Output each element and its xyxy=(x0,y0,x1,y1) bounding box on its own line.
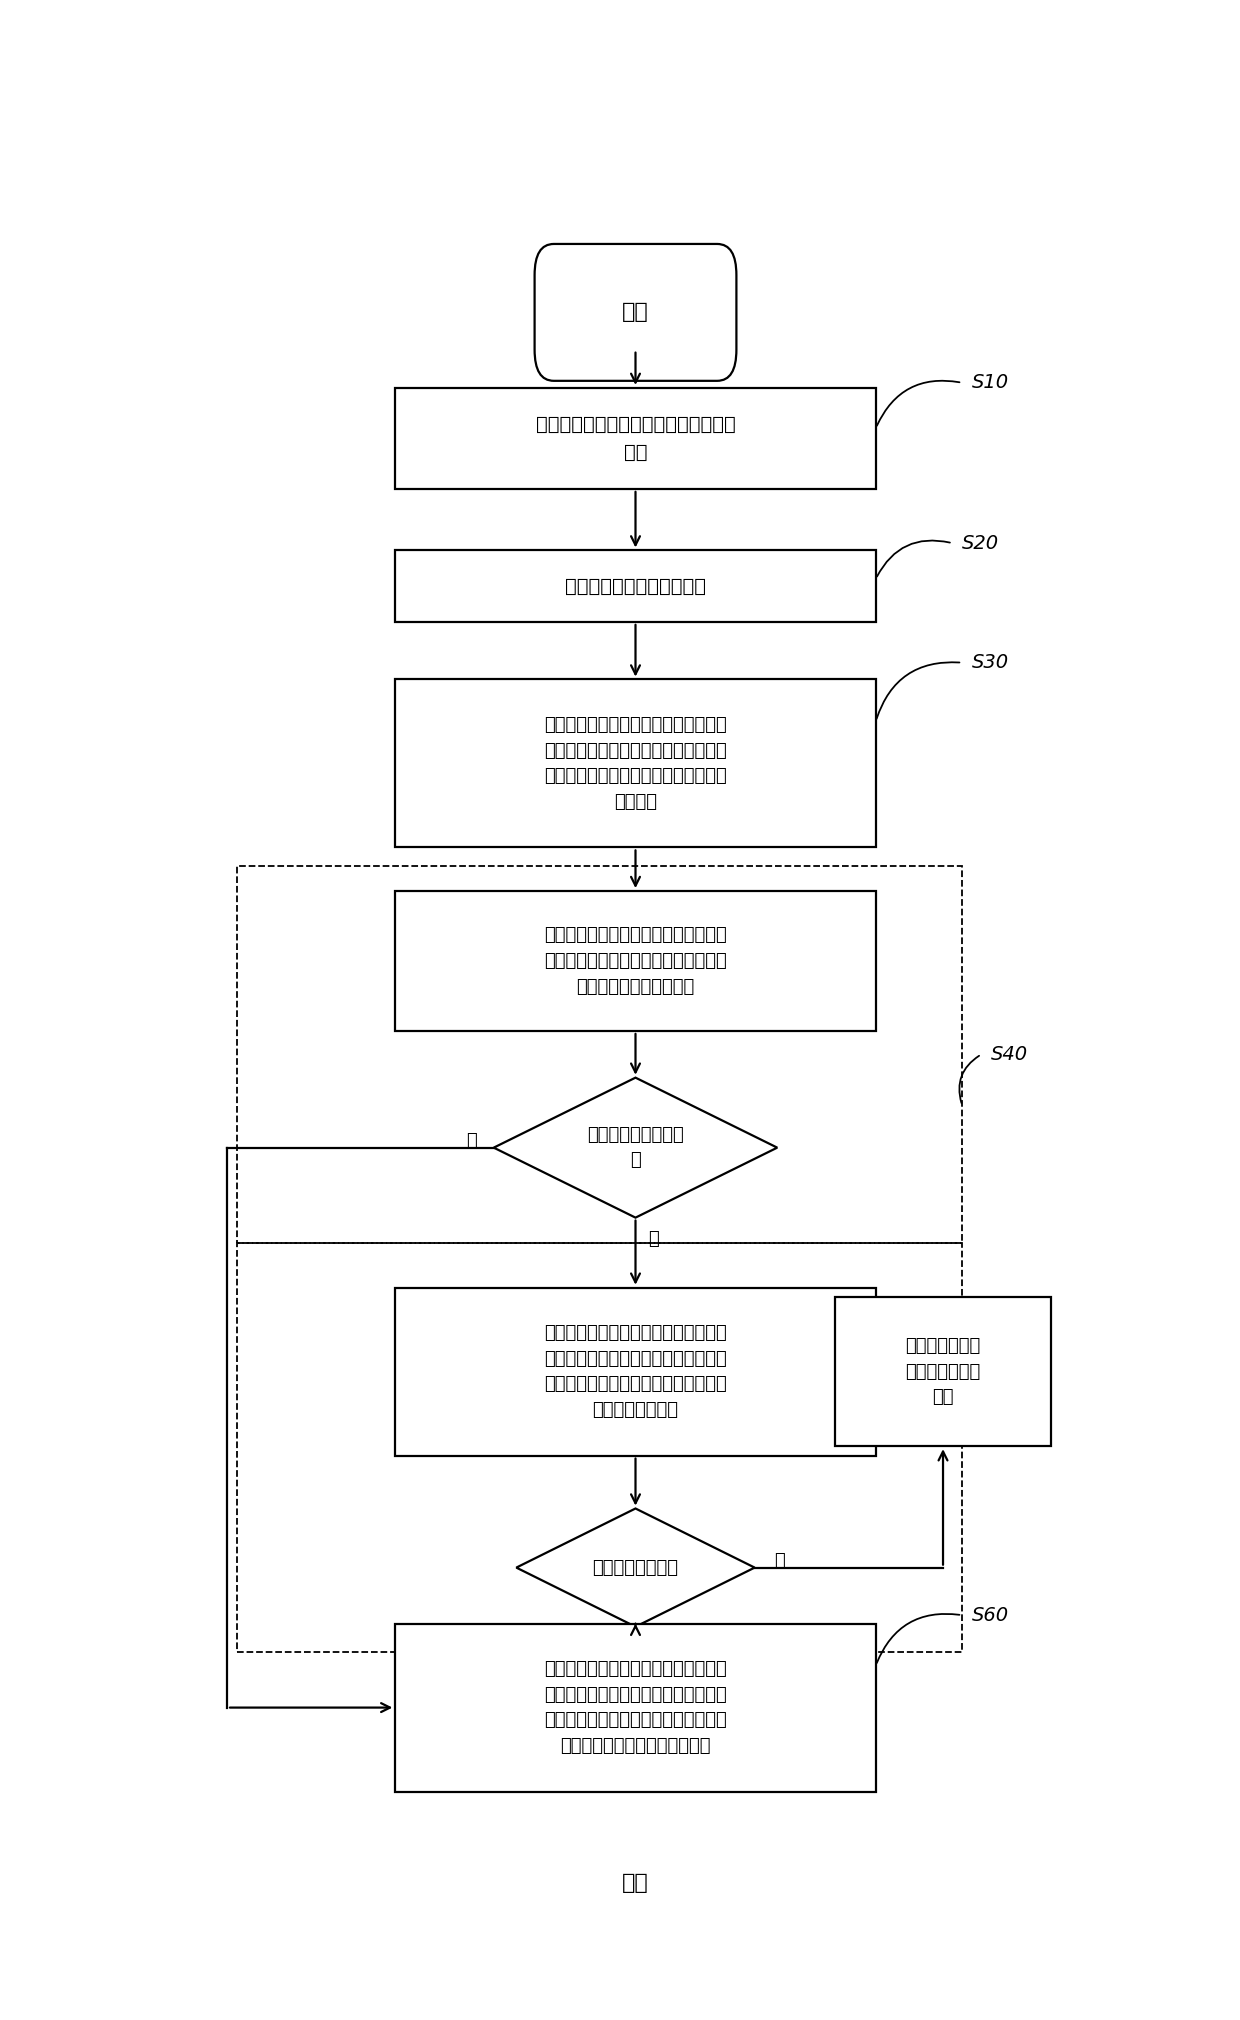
Text: 否: 否 xyxy=(774,1553,785,1570)
Text: S40: S40 xyxy=(991,1044,1028,1065)
Bar xyxy=(835,1297,1052,1446)
Polygon shape xyxy=(494,1077,777,1218)
Bar xyxy=(396,891,875,1030)
Text: 基于当前图像完成研究对象解剖结构的
分隔，计算当前图像中的解剖结构与参
考图像中的解剖结构变化: 基于当前图像完成研究对象解剖结构的 分隔，计算当前图像中的解剖结构与参 考图像中… xyxy=(544,927,727,996)
Text: S10: S10 xyxy=(972,374,1009,392)
Text: 否: 否 xyxy=(649,1230,658,1248)
Bar xyxy=(396,1624,875,1792)
Text: 结束: 结束 xyxy=(622,1873,649,1893)
Bar xyxy=(396,679,875,848)
Text: 采用原参考计划
作为当前治疗的
计划: 采用原参考计划 作为当前治疗的 计划 xyxy=(905,1337,981,1406)
Text: 将当前分次图像与参考图像进行形变配
准，将原图像中的解剖结构、计划及计
量信息根据形变配准矩阵映射到当前分
次图像上: 将当前分次图像与参考图像进行形变配 准，将原图像中的解剖结构、计划及计 量信息根… xyxy=(544,715,727,810)
Text: 根据研究对象当前分次治疗后体外剂量
分布，采用剂量重建方法重建得到研究
对象体内实际接受剂量的信息，与期望
计划剂量进行比较: 根据研究对象当前分次治疗后体外剂量 分布，采用剂量重建方法重建得到研究 对象体内… xyxy=(544,1323,727,1420)
Bar xyxy=(396,388,875,489)
Text: 是: 是 xyxy=(649,1638,658,1656)
Text: 是: 是 xyxy=(466,1133,476,1151)
Text: 剂量偏差超过阈值: 剂量偏差超过阈值 xyxy=(593,1559,678,1576)
Bar xyxy=(396,1287,875,1456)
Bar xyxy=(396,549,875,622)
Text: S60: S60 xyxy=(972,1606,1009,1624)
Text: S20: S20 xyxy=(962,533,999,553)
Text: S50: S50 xyxy=(991,1370,1028,1390)
Bar xyxy=(237,867,962,1242)
Text: S30: S30 xyxy=(972,652,1009,673)
Text: 导入参考图像、解剖结构、计划及计量
信息: 导入参考图像、解剖结构、计划及计量 信息 xyxy=(536,416,735,461)
Bar xyxy=(237,1242,962,1652)
Text: 将原参考计划的子野形状、权重作为优
化的初始值，将参考计划的处方作为目
标，采用基于共轭梯度法的直接子野优
化方法优化得到满足目标的计划: 将原参考计划的子野形状、权重作为优 化的初始值，将参考计划的处方作为目 标，采用… xyxy=(544,1660,727,1755)
Text: 开始: 开始 xyxy=(622,303,649,323)
Text: 导入研究对象当前治疗图像: 导入研究对象当前治疗图像 xyxy=(565,576,706,596)
Polygon shape xyxy=(516,1509,755,1626)
Text: 解剖结构变化超过阈
值: 解剖结构变化超过阈 值 xyxy=(587,1125,684,1170)
FancyBboxPatch shape xyxy=(534,1814,737,1951)
FancyBboxPatch shape xyxy=(534,244,737,382)
